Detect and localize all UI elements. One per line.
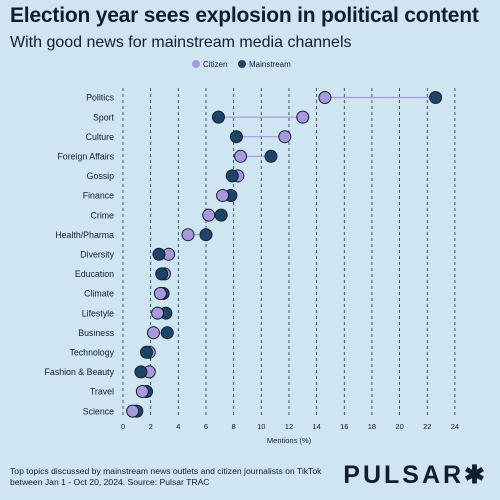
data-points	[126, 91, 443, 418]
legend-marker-citizen	[192, 60, 200, 68]
category-label: Science	[83, 406, 114, 416]
x-tick-label: 4	[176, 422, 180, 431]
category-label: Politics	[86, 93, 114, 103]
point-mainstream	[152, 247, 166, 261]
x-tick-label: 24	[451, 422, 459, 431]
chart-title: Election year sees explosion in politica…	[10, 4, 479, 27]
category-label: Education	[75, 269, 114, 279]
chart-subtitle: With good news for mainstream media chan…	[10, 34, 352, 51]
category-label: Lifestyle	[82, 308, 114, 318]
point-mainstream	[264, 149, 278, 163]
legend-label-mainstream: Mainstream	[249, 60, 291, 69]
point-citizen	[135, 385, 149, 398]
category-label: Crime	[91, 210, 115, 220]
x-tick-label: 10	[257, 422, 265, 431]
category-label: Technology	[69, 348, 114, 358]
point-citizen	[181, 228, 195, 242]
category-label: Diversity	[80, 250, 114, 260]
point-citizen	[202, 208, 216, 222]
point-citizen	[296, 110, 310, 124]
category-label: Culture	[86, 132, 114, 142]
point-citizen	[216, 189, 230, 202]
x-tick-label: 0	[121, 422, 125, 431]
point-mainstream	[140, 345, 154, 359]
point-mainstream	[134, 365, 148, 379]
category-label: Sport	[93, 112, 115, 122]
x-tick-label: 2	[149, 422, 153, 431]
x-tick-label: 18	[368, 422, 376, 431]
point-mainstream	[155, 267, 169, 281]
x-tick-label: 14	[312, 422, 320, 431]
point-citizen	[146, 326, 160, 340]
category-labels: Politics Sport Culture Foreign Affairs Gossi…	[45, 93, 115, 417]
legend-label-citizen: Citizen	[203, 60, 227, 69]
point-citizen	[126, 404, 140, 418]
gridlines	[122, 88, 456, 418]
point-mainstream	[160, 326, 174, 340]
x-tick-label: 8	[232, 422, 236, 431]
category-label: Business	[78, 328, 114, 338]
point-citizen	[278, 130, 292, 144]
point-mainstream	[229, 130, 243, 144]
point-citizen	[151, 306, 165, 320]
point-mainstream	[225, 169, 239, 183]
point-mainstream	[211, 110, 225, 124]
point-mainstream	[214, 208, 228, 222]
category-label: Climate	[84, 289, 114, 299]
point-citizen	[153, 287, 167, 300]
point-citizen	[234, 149, 248, 163]
category-label: Gossip	[87, 171, 114, 181]
category-label: Travel	[90, 387, 114, 397]
x-tick-label: 20	[395, 422, 403, 431]
legend: Citizen Mainstream	[192, 60, 291, 69]
category-label: Health/Pharma	[55, 230, 114, 240]
point-citizen	[318, 91, 332, 104]
pulsar-logo: PULSAR✱	[343, 461, 488, 489]
x-tick-label: 16	[340, 422, 348, 431]
x-tick-labels: 0 2 4 6 8 10 12 14 16 18 20 22 24	[121, 422, 459, 431]
category-label: Foreign Affairs	[57, 152, 114, 162]
category-label: Finance	[83, 191, 114, 201]
x-axis-label: Mentions (%)	[267, 436, 312, 445]
point-mainstream	[199, 228, 213, 242]
category-label: Fashion & Beauty	[45, 367, 115, 377]
x-tick-label: 12	[285, 422, 293, 431]
legend-marker-mainstream	[238, 60, 246, 68]
point-mainstream	[429, 91, 443, 104]
x-tick-label: 22	[423, 422, 431, 431]
footer-note: Top topics discussed by mainstream news …	[10, 466, 322, 487]
x-tick-label: 6	[204, 422, 208, 431]
